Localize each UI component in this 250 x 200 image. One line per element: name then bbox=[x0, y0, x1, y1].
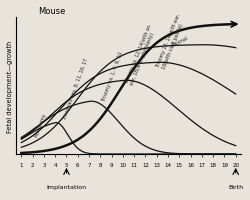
Text: Trisomies nos. 8, 11, 16, 17: Trisomies nos. 8, 11, 16, 17 bbox=[62, 57, 88, 119]
Text: Trisomy 13, 14(with ear,
18(with cleft palate): Trisomy 13, 14(with ear, 18(with cleft p… bbox=[155, 13, 186, 70]
Text: Birth: Birth bbox=[227, 184, 242, 189]
Text: Implantation: Implantation bbox=[46, 184, 86, 189]
Text: Trisomy no. 12, 14(with an
ear, 18(w-trophoblasty): Trisomy no. 12, 14(with an ear, 18(w-tro… bbox=[124, 24, 157, 85]
Text: Trisomy no. 1, 4, 6, 10: Trisomy no. 1, 4, 6, 10 bbox=[101, 50, 123, 101]
Y-axis label: Fetal development—growth: Fetal development—growth bbox=[7, 40, 13, 132]
Text: Monosomy: Monosomy bbox=[34, 112, 47, 137]
Text: Mouse: Mouse bbox=[38, 7, 66, 16]
Text: Normal: Normal bbox=[171, 35, 188, 48]
